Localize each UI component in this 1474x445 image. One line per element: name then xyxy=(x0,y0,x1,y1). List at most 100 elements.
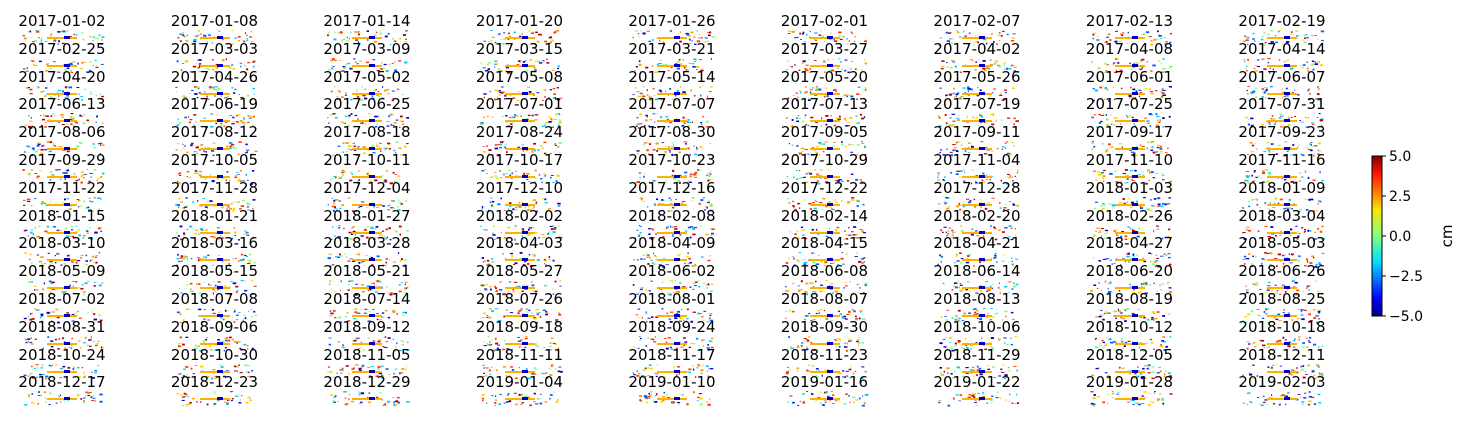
displacement-pixel xyxy=(682,90,686,93)
displacement-pixel xyxy=(49,291,52,294)
displacement-pixel xyxy=(1121,317,1125,320)
displacement-pixel xyxy=(1263,32,1266,34)
displacement-pixel xyxy=(385,181,388,183)
displacement-pixel xyxy=(71,347,73,349)
displacement-pixel xyxy=(398,60,402,62)
displacement-pixel xyxy=(333,235,336,237)
displacement-pixel xyxy=(803,291,807,294)
displacement-feature xyxy=(47,287,77,290)
displacement-pixel xyxy=(641,316,643,319)
displacement-pixel xyxy=(66,198,70,200)
displacement-pixel xyxy=(79,95,84,97)
displacement-feature xyxy=(47,370,77,373)
displacement-pixel xyxy=(76,311,78,313)
displacement-feature xyxy=(47,64,77,67)
displacement-pixel xyxy=(696,313,699,315)
displacement-pixel xyxy=(953,96,956,98)
displacement-pixel xyxy=(386,125,390,128)
displacement-pixel xyxy=(556,146,559,148)
displacement-feature xyxy=(826,286,833,290)
displacement-pixel xyxy=(699,146,703,148)
displacement-pixel xyxy=(406,143,409,145)
displacement-pixel xyxy=(686,33,690,36)
displacement-pixel xyxy=(710,340,713,343)
displacement-pixel xyxy=(101,282,104,284)
displacement-feature xyxy=(809,64,840,67)
displacement-pixel xyxy=(1146,169,1150,171)
displacement-pixel xyxy=(1308,289,1310,292)
displacement-pixel xyxy=(1105,124,1110,126)
displacement-pixel xyxy=(557,313,561,316)
displacement-pixel xyxy=(70,70,72,72)
displacement-pixel xyxy=(811,43,814,45)
displacement-pixel xyxy=(61,116,64,119)
displacement-pixel xyxy=(94,59,97,61)
displacement-pixel xyxy=(1003,254,1006,256)
displacement-pixel xyxy=(1152,177,1155,179)
displacement-pixel xyxy=(648,153,650,156)
displacement-pixel xyxy=(176,203,180,206)
displacement-pixel xyxy=(1264,225,1268,227)
displacement-pixel xyxy=(952,236,954,239)
displacement-pixel xyxy=(815,152,818,154)
displacement-pixel xyxy=(372,152,376,154)
displacement-pixel xyxy=(64,198,66,201)
displacement-pixel xyxy=(351,367,354,370)
displacement-pixel xyxy=(993,257,996,260)
displacement-pixel xyxy=(964,43,966,44)
displacement-pixel xyxy=(1160,71,1164,73)
displacement-pixel xyxy=(29,121,33,122)
displacement-pixel xyxy=(998,228,1001,231)
displacement-pixel xyxy=(251,170,254,172)
displacement-pixel xyxy=(1317,85,1319,88)
displacement-pixel xyxy=(175,265,178,267)
displacement-pixel xyxy=(201,229,205,231)
displacement-pixel xyxy=(670,30,672,32)
displacement-pixel xyxy=(29,341,33,343)
displacement-pixel xyxy=(857,261,861,264)
displacement-pixel xyxy=(646,93,649,96)
displacement-feature xyxy=(504,37,535,39)
displacement-pixel xyxy=(397,175,401,178)
displacement-pixel xyxy=(1160,283,1164,285)
displacement-pixel xyxy=(66,123,68,125)
displacement-pixel xyxy=(558,120,561,122)
displacement-pixel xyxy=(1011,288,1014,291)
displacement-pixel xyxy=(181,94,185,97)
displacement-pixel xyxy=(952,61,956,63)
displacement-pixel xyxy=(64,85,68,88)
displacement-pixel xyxy=(844,318,846,320)
displacement-pixel xyxy=(226,206,230,208)
displacement-pixel xyxy=(369,180,372,183)
displacement-pixel xyxy=(231,121,235,123)
displacement-feature xyxy=(504,92,535,95)
displacement-pixel xyxy=(233,310,235,313)
displacement-pixel xyxy=(1274,35,1277,37)
displacement-pixel xyxy=(536,313,539,316)
displacement-pixel xyxy=(342,65,346,68)
displacement-pixel xyxy=(806,339,809,342)
displacement-pixel xyxy=(946,349,949,351)
displacement-pixel xyxy=(1014,336,1018,337)
displacement-pixel xyxy=(1161,87,1164,90)
displacement-pixel xyxy=(1007,117,1011,120)
displacement-pixel xyxy=(1321,253,1325,255)
displacement-pixel xyxy=(557,65,560,67)
displacement-map xyxy=(327,57,408,73)
displacement-pixel xyxy=(339,321,343,324)
displacement-pixel xyxy=(1161,67,1166,70)
displacement-pixel xyxy=(991,348,994,349)
displacement-pixel xyxy=(1156,30,1159,32)
displacement-pixel xyxy=(45,63,48,65)
displacement-pixel xyxy=(55,210,59,212)
displacement-pixel xyxy=(974,311,977,314)
displacement-feature xyxy=(216,258,223,262)
displacement-pixel xyxy=(250,153,253,155)
displacement-pixel xyxy=(184,60,188,63)
displacement-pixel xyxy=(394,69,397,72)
displacement-pixel xyxy=(238,347,241,350)
displacement-pixel xyxy=(62,71,65,74)
displacement-map xyxy=(1244,280,1324,296)
displacement-pixel xyxy=(843,282,846,284)
displacement-pixel xyxy=(357,32,360,34)
